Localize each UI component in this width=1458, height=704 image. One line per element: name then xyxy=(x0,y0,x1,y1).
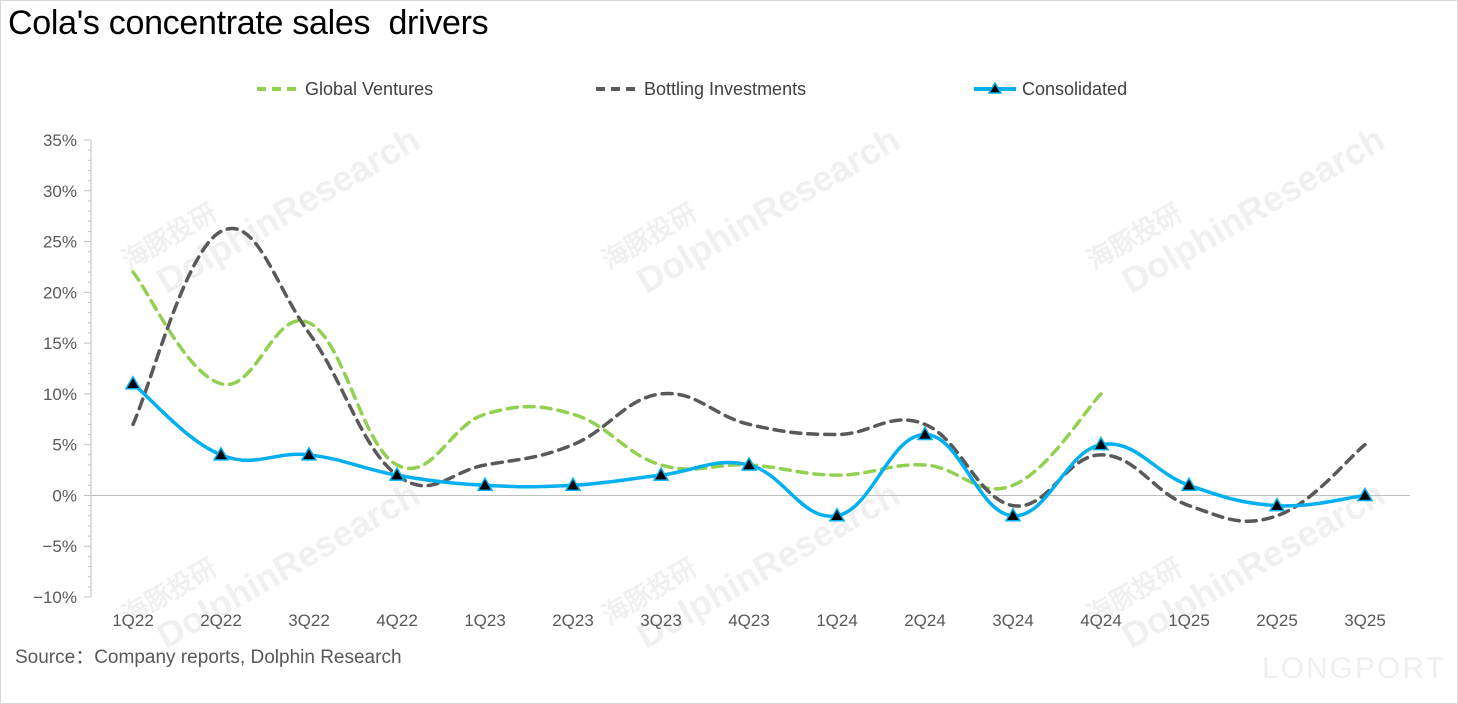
y-tick-label: 30% xyxy=(43,182,77,201)
x-tick-label: 3Q25 xyxy=(1344,611,1386,630)
point-consolidated-3Q25 xyxy=(1356,486,1374,502)
series-line-consolidated xyxy=(131,381,1367,518)
x-tick-label: 3Q23 xyxy=(640,611,682,630)
longport-logo: LONGPORT xyxy=(1262,652,1446,685)
legend-global-ventures[interactable]: Global Ventures xyxy=(255,78,433,100)
point-consolidated-2Q24 xyxy=(916,426,934,441)
legend-bottling-investments-swatch xyxy=(596,87,638,91)
x-tick-label: 1Q23 xyxy=(464,611,506,630)
x-tick-label: 4Q23 xyxy=(728,611,770,630)
point-consolidated-1Q22 xyxy=(124,375,142,390)
series-line-global-ventures xyxy=(131,270,1103,491)
x-tick-label: 3Q24 xyxy=(992,611,1034,630)
legend-global-ventures-label: Global Ventures xyxy=(305,78,434,99)
x-tick-label: 1Q22 xyxy=(112,611,154,630)
y-tick-label: 5% xyxy=(52,436,77,455)
x-tick-label: 1Q24 xyxy=(816,611,858,630)
y-tick-label: 25% xyxy=(43,233,77,252)
series-line-bottling-investments xyxy=(131,226,1367,523)
x-tick-label: 4Q22 xyxy=(376,611,418,630)
x-tick-label: 2Q25 xyxy=(1256,611,1298,630)
y-tick-label: 35% xyxy=(43,131,77,150)
x-tick-label: 2Q23 xyxy=(552,611,594,630)
point-consolidated-4Q22 xyxy=(388,466,406,481)
legend-bottling-investments[interactable]: Bottling Investments xyxy=(594,78,806,100)
point-consolidated-4Q23 xyxy=(740,456,758,471)
series-layer xyxy=(124,226,1374,523)
y-tick-label: 0% xyxy=(52,486,77,505)
source-note: Source：Company reports, Dolphin Research xyxy=(15,647,402,668)
point-consolidated-2Q25 xyxy=(1268,497,1286,512)
x-tick-label: 2Q22 xyxy=(200,611,242,630)
legend-consolidated[interactable]: Consolidated xyxy=(972,78,1127,100)
point-consolidated-1Q24 xyxy=(828,507,846,522)
x-tick-label: 2Q24 xyxy=(904,611,946,630)
point-consolidated-2Q23 xyxy=(564,476,582,492)
point-consolidated-3Q23 xyxy=(652,466,670,481)
legend-bottling-investments-label: Bottling Investments xyxy=(644,78,807,99)
x-tick-label: 4Q24 xyxy=(1080,611,1122,630)
point-consolidated-3Q24 xyxy=(1004,507,1022,522)
x-tick-label: 3Q22 xyxy=(288,611,330,630)
point-consolidated-3Q22 xyxy=(300,446,318,461)
point-consolidated-2Q22 xyxy=(212,446,230,461)
y-tick-label: 10% xyxy=(43,385,77,404)
y-tick-label: −5% xyxy=(43,537,78,556)
point-consolidated-1Q23 xyxy=(476,476,494,492)
point-consolidated-4Q24 xyxy=(1092,436,1110,451)
x-tick-label: 1Q25 xyxy=(1168,611,1210,630)
point-consolidated-1Q25 xyxy=(1180,476,1198,492)
legend-consolidated-swatch xyxy=(974,81,1016,94)
chart-title: Cola's concentrate sales drivers xyxy=(8,4,489,42)
y-tick-label: 15% xyxy=(43,334,77,353)
legend-global-ventures-swatch xyxy=(257,87,299,91)
y-tick-label: −10% xyxy=(33,588,77,607)
axes: −10% −5% 0% 5% 10% 15% 20% 25% 30% 35% 1Q22 2Q22 3Q2… xyxy=(33,131,1410,630)
y-tick-label: 20% xyxy=(43,283,77,302)
legend-consolidated-label: Consolidated xyxy=(1022,78,1128,99)
